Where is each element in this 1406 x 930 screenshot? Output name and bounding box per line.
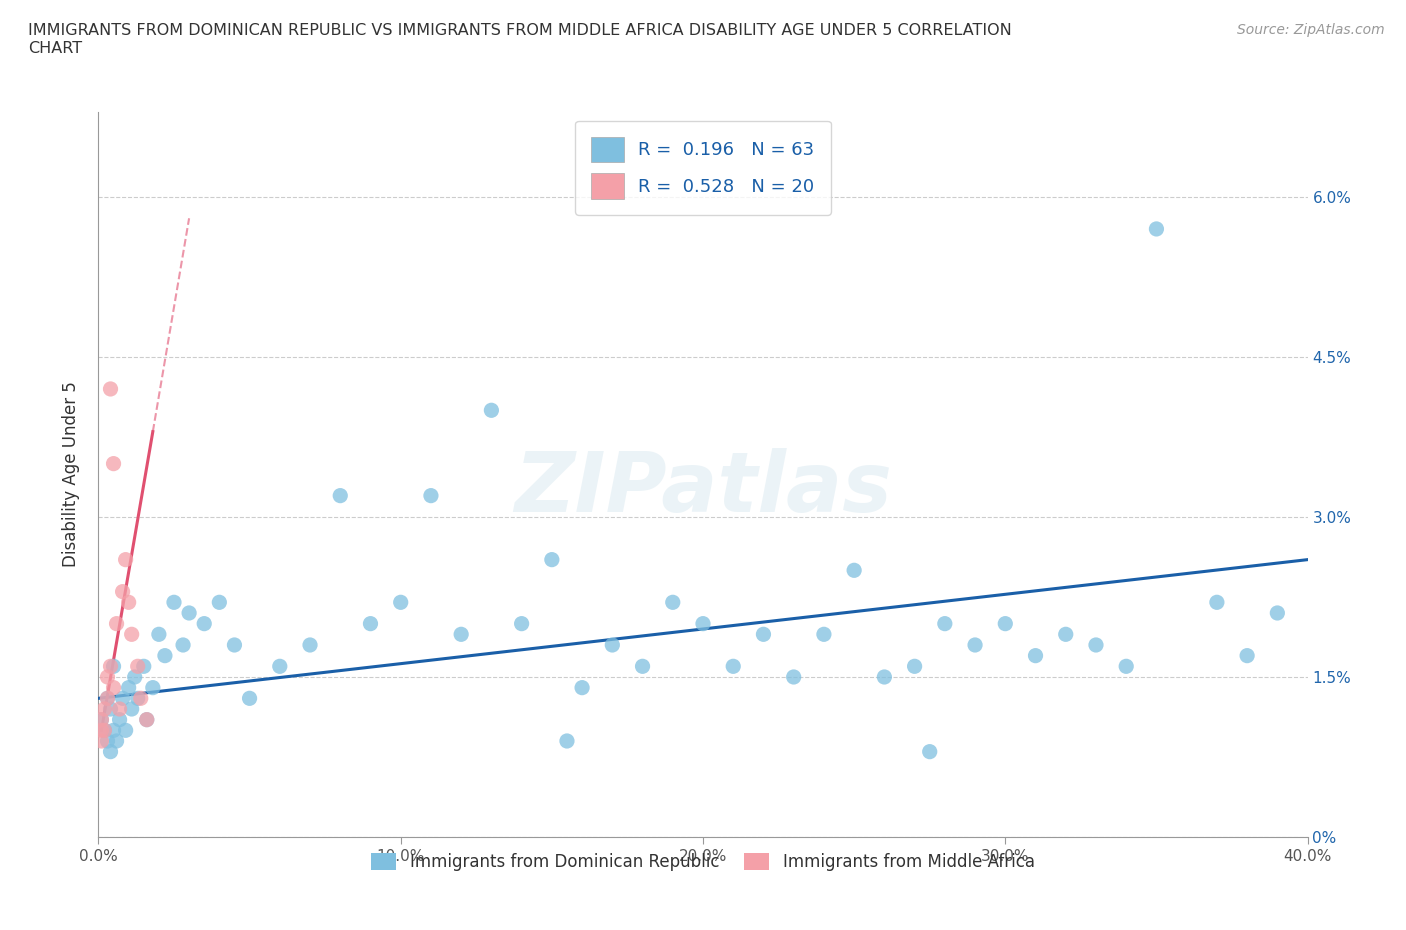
Point — [105, 734, 128, 749]
Point — [481, 403, 503, 418]
Point — [96, 670, 118, 684]
Point — [918, 744, 941, 759]
Point — [540, 552, 562, 567]
Point — [135, 712, 157, 727]
Point — [934, 617, 956, 631]
Point — [93, 723, 115, 737]
Point — [103, 723, 125, 737]
Point — [135, 712, 157, 727]
Point — [108, 701, 131, 716]
Point — [208, 595, 231, 610]
Point — [90, 712, 112, 727]
Point — [121, 701, 143, 716]
Point — [90, 734, 112, 749]
Point — [103, 680, 125, 695]
Point — [111, 691, 134, 706]
Point — [299, 638, 322, 653]
Point — [1144, 221, 1167, 236]
Point — [420, 488, 443, 503]
Legend: Immigrants from Dominican Republic, Immigrants from Middle Africa: Immigrants from Dominican Republic, Immi… — [363, 844, 1043, 880]
Point — [153, 648, 176, 663]
Point — [124, 670, 146, 684]
Point — [105, 617, 128, 631]
Point — [723, 658, 745, 673]
Point — [114, 723, 136, 737]
Point — [103, 457, 125, 472]
Point — [1236, 648, 1258, 663]
Point — [100, 381, 122, 396]
Point — [163, 595, 186, 610]
Point — [96, 734, 118, 749]
Point — [965, 638, 987, 653]
Text: Source: ZipAtlas.com: Source: ZipAtlas.com — [1237, 23, 1385, 37]
Point — [100, 744, 122, 759]
Point — [1267, 605, 1289, 620]
Point — [93, 723, 115, 737]
Point — [193, 617, 215, 631]
Point — [602, 638, 624, 653]
Text: IMMIGRANTS FROM DOMINICAN REPUBLIC VS IMMIGRANTS FROM MIDDLE AFRICA DISABILITY A: IMMIGRANTS FROM DOMINICAN REPUBLIC VS IM… — [28, 23, 1012, 56]
Point — [127, 691, 149, 706]
Point — [329, 488, 352, 503]
Point — [510, 617, 533, 631]
Point — [114, 552, 136, 567]
Point — [111, 584, 134, 599]
Point — [179, 605, 201, 620]
Point — [555, 734, 578, 749]
Point — [118, 680, 141, 695]
Text: ZIPatlas: ZIPatlas — [515, 448, 891, 529]
Point — [360, 617, 382, 631]
Point — [389, 595, 412, 610]
Point — [631, 658, 654, 673]
Point — [172, 638, 194, 653]
Point — [100, 701, 122, 716]
Point — [100, 658, 122, 673]
Point — [118, 595, 141, 610]
Point — [844, 563, 866, 578]
Y-axis label: Disability Age Under 5: Disability Age Under 5 — [62, 381, 80, 567]
Point — [96, 691, 118, 706]
Point — [103, 658, 125, 673]
Point — [224, 638, 246, 653]
Point — [129, 691, 152, 706]
Point — [994, 617, 1017, 631]
Point — [148, 627, 170, 642]
Point — [1054, 627, 1077, 642]
Point — [873, 670, 896, 684]
Point — [132, 658, 155, 673]
Point — [752, 627, 775, 642]
Point — [121, 627, 143, 642]
Point — [661, 595, 683, 610]
Point — [1206, 595, 1229, 610]
Point — [127, 658, 149, 673]
Point — [450, 627, 472, 642]
Point — [904, 658, 927, 673]
Point — [1024, 648, 1046, 663]
Point — [239, 691, 262, 706]
Point — [269, 658, 291, 673]
Point — [571, 680, 593, 695]
Point — [142, 680, 165, 695]
Point — [90, 712, 112, 727]
Point — [90, 723, 112, 737]
Point — [783, 670, 806, 684]
Point — [692, 617, 714, 631]
Point — [1085, 638, 1108, 653]
Point — [93, 701, 115, 716]
Point — [96, 691, 118, 706]
Point — [813, 627, 835, 642]
Point — [108, 712, 131, 727]
Point — [1115, 658, 1137, 673]
